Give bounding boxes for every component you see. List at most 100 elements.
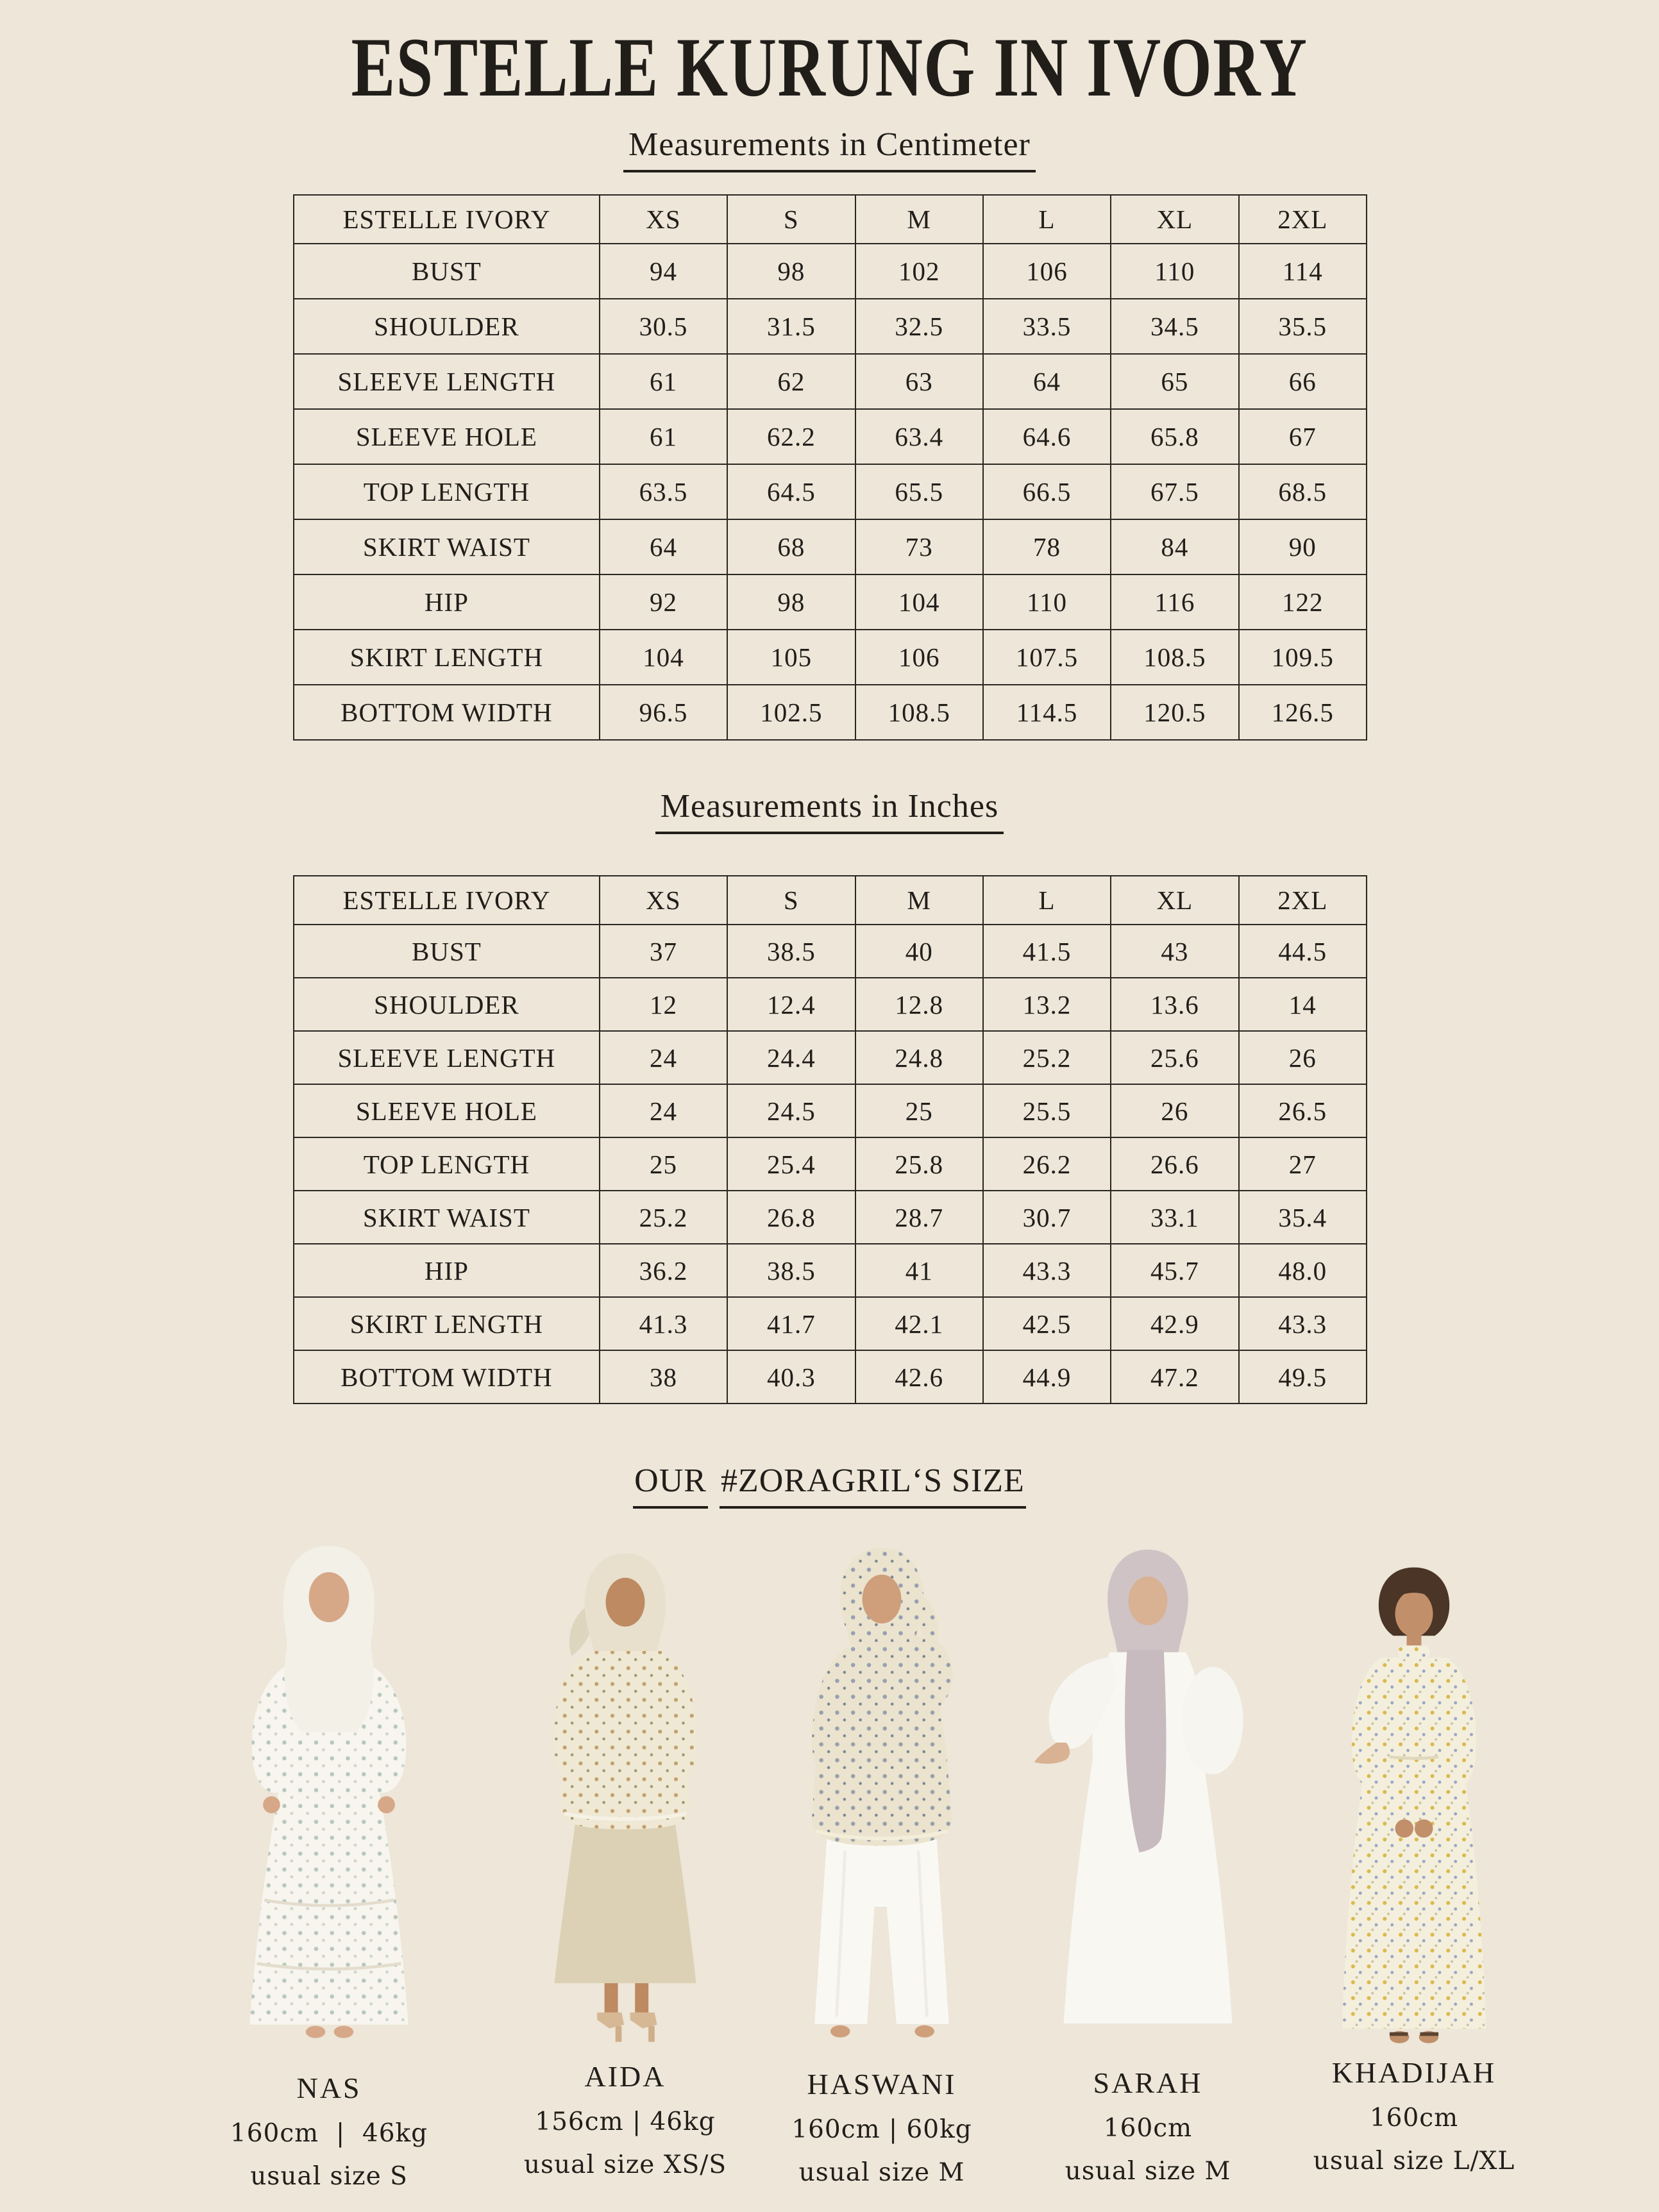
cm-heading-row: Measurements in Centimeter <box>0 126 1659 172</box>
measurement-value-cell: 94 <box>598 243 728 299</box>
inches-section-heading: Measurements in Inches <box>655 787 1004 834</box>
model-name: AIDA <box>584 2060 666 2093</box>
model-caption: NAS 160cm | 46kg usual size S <box>191 2071 467 2191</box>
table-row: SKIRT WAIST 25.2 26.8 28.7 30.7 33.1 35.4 <box>293 1190 1368 1244</box>
measurement-value-cell: 24.5 <box>727 1084 856 1138</box>
measurement-row-label: BUST <box>293 243 600 299</box>
model-photo-haswani <box>812 1548 953 2038</box>
model-photo-sarah <box>1034 1549 1243 2023</box>
measurement-row-label: TOP LENGTH <box>293 464 600 520</box>
model-aida: AIDA 156cm | 46kg usual size XS/S <box>487 1531 763 2179</box>
model-stats: 160cm | 46kg <box>230 2119 428 2148</box>
measurement-value-cell: 98 <box>727 574 856 630</box>
measurements-cm-table: ESTELLE IVORY XS S M L XL 2XL BUST 94 98 102 106 110… <box>293 194 1368 741</box>
measurement-value-cell: 13.6 <box>1110 977 1240 1032</box>
measurement-value-cell: 108.5 <box>854 684 984 741</box>
measurement-row-label: TOP LENGTH <box>293 1137 600 1191</box>
measurement-value-cell: 96.5 <box>598 684 728 741</box>
measurement-value-cell: 42.1 <box>854 1296 984 1351</box>
measurement-row-label: BUST <box>293 924 600 978</box>
model-name: NAS <box>296 2072 362 2104</box>
measurement-value-cell: 25.4 <box>727 1137 856 1191</box>
measurement-value-cell: 26.5 <box>1238 1084 1368 1138</box>
measurement-value-cell: 35.5 <box>1238 298 1368 355</box>
size-column-header: M <box>854 875 984 925</box>
measurement-value-cell: 41.3 <box>598 1296 728 1351</box>
measurement-value-cell: 108.5 <box>1110 629 1240 685</box>
table-row: SKIRT WAIST 64 68 73 78 84 90 <box>293 519 1368 575</box>
size-column-header: 2XL <box>1238 194 1368 244</box>
model-haswani: HASWANI 160cm | 60kg usual size M <box>744 1531 1020 2187</box>
measurement-value-cell: 49.5 <box>1238 1350 1368 1404</box>
measurement-value-cell: 67.5 <box>1110 464 1240 520</box>
table-row: SLEEVE LENGTH 24 24.4 24.8 25.2 25.6 26 <box>293 1030 1368 1085</box>
measurement-value-cell: 42.9 <box>1110 1296 1240 1351</box>
measurement-value-cell: 65 <box>1110 353 1240 410</box>
table-row: HIP 92 98 104 110 116 122 <box>293 574 1368 630</box>
table-row: TOP LENGTH 25 25.4 25.8 26.2 26.6 27 <box>293 1137 1368 1191</box>
size-column-header: XL <box>1110 194 1240 244</box>
measurement-value-cell: 25.8 <box>854 1137 984 1191</box>
measurement-value-cell: 45.7 <box>1110 1243 1240 1298</box>
measurement-value-cell: 27 <box>1238 1137 1368 1191</box>
measurement-value-cell: 73 <box>854 519 984 575</box>
model-size: usual size XS/S <box>523 2150 727 2179</box>
measurement-row-label: SHOULDER <box>293 298 600 355</box>
measurement-value-cell: 48.0 <box>1238 1243 1368 1298</box>
model-nas: NAS 160cm | 46kg usual size S <box>191 1531 467 2191</box>
models-heading-row: OUR #ZORAGRIL‘S SIZE <box>0 1462 1659 1509</box>
model-size: usual size S <box>250 2162 408 2191</box>
measurement-value-cell: 24.4 <box>727 1030 856 1085</box>
measurement-row-label: BOTTOM WIDTH <box>293 1350 600 1404</box>
measurement-value-cell: 114 <box>1238 243 1368 299</box>
measurement-value-cell: 26.2 <box>982 1137 1112 1191</box>
model-size: usual size M <box>1065 2157 1231 2186</box>
table-row: BOTTOM WIDTH 38 40.3 42.6 44.9 47.2 49.5 <box>293 1350 1368 1404</box>
measurement-value-cell: 26.8 <box>727 1190 856 1244</box>
table-corner-label: ESTELLE IVORY <box>293 194 600 244</box>
size-column-header: S <box>727 875 856 925</box>
measurement-value-cell: 65.8 <box>1110 408 1240 465</box>
measurement-value-cell: 25.5 <box>982 1084 1112 1138</box>
measurement-value-cell: 25.2 <box>598 1190 728 1244</box>
measurement-value-cell: 64.6 <box>982 408 1112 465</box>
measurement-value-cell: 61 <box>598 408 728 465</box>
measurement-value-cell: 33.1 <box>1110 1190 1240 1244</box>
measurement-value-cell: 30.7 <box>982 1190 1112 1244</box>
measurement-value-cell: 92 <box>598 574 728 630</box>
measurement-value-cell: 25.2 <box>982 1030 1112 1085</box>
measurement-value-cell: 40.3 <box>727 1350 856 1404</box>
measurement-value-cell: 36.2 <box>598 1243 728 1298</box>
measurement-row-label: SKIRT WAIST <box>293 519 600 575</box>
measurement-value-cell: 84 <box>1110 519 1240 575</box>
measurement-value-cell: 106 <box>982 243 1112 299</box>
table-row: BOTTOM WIDTH 96.5 102.5 108.5 114.5 120.5 126.… <box>293 684 1368 741</box>
measurement-value-cell: 42.6 <box>854 1350 984 1404</box>
measurement-value-cell: 110 <box>1110 243 1240 299</box>
measurements-cm-table-wrap: ESTELLE IVORY XS S M L XL 2XL BUST 94 98 102 106 110… <box>293 194 1368 741</box>
measurement-row-label: SLEEVE HOLE <box>293 408 600 465</box>
model-sarah: SARAH 160cm usual size M <box>1010 1531 1286 2186</box>
measurement-value-cell: 126.5 <box>1238 684 1368 741</box>
inches-heading-row: Measurements in Inches <box>0 787 1659 834</box>
measurement-value-cell: 64 <box>598 519 728 575</box>
size-column-header: 2XL <box>1238 875 1368 925</box>
measurement-value-cell: 105 <box>727 629 856 685</box>
measurement-value-cell: 40 <box>854 924 984 978</box>
table-row: HIP 36.2 38.5 41 43.3 45.7 48.0 <box>293 1243 1368 1298</box>
measurement-value-cell: 13.2 <box>982 977 1112 1032</box>
measurement-value-cell: 107.5 <box>982 629 1112 685</box>
measurement-value-cell: 41 <box>854 1243 984 1298</box>
table-row: SKIRT LENGTH 41.3 41.7 42.1 42.5 42.9 43.3 <box>293 1296 1368 1351</box>
models-heading-word: OUR <box>633 1462 708 1509</box>
measurement-value-cell: 62 <box>727 353 856 410</box>
table-corner-label: ESTELLE IVORY <box>293 875 600 925</box>
measurement-value-cell: 35.4 <box>1238 1190 1368 1244</box>
model-size: usual size L/XL <box>1313 2147 1515 2175</box>
model-name: KHADIJAH <box>1331 2056 1497 2089</box>
measurement-value-cell: 14 <box>1238 977 1368 1032</box>
model-photo-nas <box>249 1546 408 2038</box>
measurement-value-cell: 37 <box>598 924 728 978</box>
measurement-value-cell: 26 <box>1110 1084 1240 1138</box>
